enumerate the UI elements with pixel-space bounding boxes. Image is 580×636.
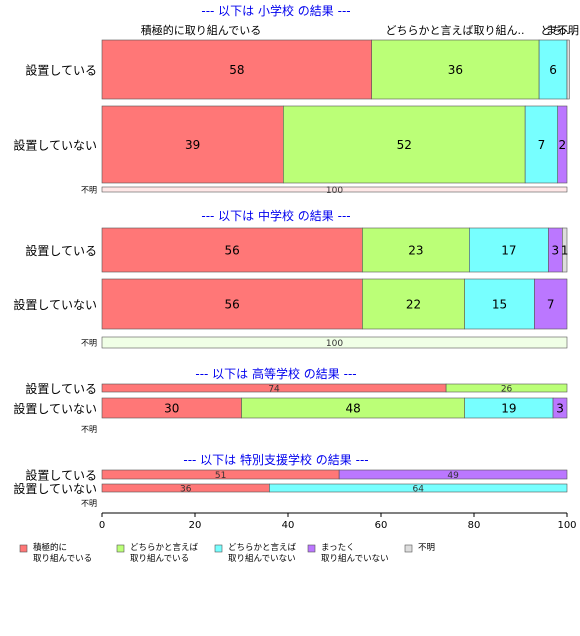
x-tick-label-0: 0 — [99, 520, 105, 531]
bar-segment-0-2-sekkyoku — [101, 186, 568, 193]
bar-segment-2-0-dochiraka_yes — [445, 383, 568, 393]
x-tick-label-1: 20 — [189, 520, 202, 531]
bar-segment-0-0-fumei — [566, 39, 570, 100]
bar-segment-1-2-dochiraka_yes — [101, 336, 568, 349]
bar-segment-1-1-mattaku — [534, 278, 568, 330]
bar-segment-1-0-dochiraka_yes — [362, 227, 470, 273]
legend-label-dochiraka_yes-0: どちらかと言えば — [130, 542, 199, 553]
legend-swatch-sekkyoku — [19, 544, 28, 553]
legend-label-mattaku-1: 取り組んでいない — [321, 553, 389, 564]
legend-swatch-fumei — [404, 544, 413, 553]
top-category-label-1: どちらかと言えば取り組ん.. — [386, 24, 525, 37]
data-label-0-0-dochiraka_yes: 36 — [448, 63, 463, 77]
data-label-2-0-dochiraka_yes: 26 — [501, 384, 513, 394]
data-label-1-0-dochiraka_yes: 23 — [408, 244, 423, 258]
top-category-label-0: 積極的に取り組んでいる — [141, 23, 261, 37]
panel-title-2: --- 以下は 高等学校 の結果 --- — [195, 366, 356, 381]
data-label-3-0-mattaku: 49 — [447, 471, 459, 481]
row-label-1-2: 不明 — [81, 339, 97, 348]
data-label-1-1-mattaku: 7 — [547, 298, 555, 312]
legend-label-dochiraka_no-0: どちらかと言えば — [228, 542, 297, 553]
data-label-0-1-dochiraka_no: 7 — [538, 138, 546, 152]
panel-title-0: --- 以下は 小学校 の結果 --- — [201, 3, 350, 18]
data-label-2-1-sekkyoku: 30 — [164, 402, 179, 416]
data-label-2-1-dochiraka_yes: 48 — [345, 402, 360, 416]
row-label-0-2: 不明 — [81, 186, 97, 195]
data-label-0-0-sekkyoku: 58 — [229, 63, 244, 77]
legend-label-mattaku-0: まったく — [321, 543, 355, 553]
row-label-2-1: 設置していない — [13, 401, 97, 416]
data-label-1-0-fumei: 1 — [561, 244, 569, 258]
legend-swatch-dochiraka_yes — [116, 544, 125, 553]
data-label-1-1-sekkyoku: 56 — [225, 298, 240, 312]
data-label-3-1-dochiraka_no: 64 — [412, 484, 424, 494]
data-label-0-1-sekkyoku: 39 — [185, 138, 200, 152]
bar-segment-0-0-sekkyoku — [101, 39, 373, 100]
bar-segment-3-1-dochiraka_no — [269, 483, 568, 493]
x-tick-label-2: 40 — [282, 520, 295, 531]
bar-segment-1-0-sekkyoku — [101, 227, 363, 273]
panel-title-1: --- 以下は 中学校 の結果 --- — [201, 208, 350, 223]
legend-label-dochiraka_no-1: 取り組んでいない — [228, 553, 296, 564]
x-tick-label-4: 80 — [468, 520, 481, 531]
row-label-2-2: 不明 — [81, 425, 97, 434]
row-label-1-0: 設置している — [25, 243, 97, 258]
panel-title-3: --- 以下は 特別支援学校 の結果 --- — [183, 452, 368, 467]
legend-label-sekkyoku-0: 積極的に — [33, 542, 67, 553]
data-label-0-0-dochiraka_no: 6 — [549, 63, 557, 77]
bar-segment-0-0-dochiraka_no — [538, 39, 568, 100]
bar-segment-1-1-dochiraka_no — [464, 278, 535, 330]
bar-segment-0-1-dochiraka_yes — [283, 105, 526, 184]
row-label-3-1: 設置していない — [13, 481, 97, 496]
top-category-label-2: どち.. — [541, 24, 570, 37]
data-label-0-1-mattaku: 2 — [559, 138, 567, 152]
row-label-3-0: 設置している — [25, 468, 97, 483]
legend-label-fumei-0: 不明 — [418, 543, 435, 553]
data-label-1-1-dochiraka_no: 15 — [492, 298, 507, 312]
row-label-1-1: 設置していない — [13, 297, 97, 312]
legend-swatch-mattaku — [307, 544, 316, 553]
data-label-0-1-dochiraka_yes: 52 — [397, 138, 412, 152]
data-label-0-2-sekkyoku: 100 — [326, 186, 343, 196]
bar-segment-0-1-sekkyoku — [101, 105, 284, 184]
bar-segment-1-1-dochiraka_yes — [362, 278, 465, 330]
data-label-1-2-dochiraka_yes: 100 — [326, 339, 343, 349]
data-label-1-1-dochiraka_yes: 22 — [406, 298, 421, 312]
data-label-1-0-dochiraka_no: 17 — [501, 244, 516, 258]
data-label-2-1-dochiraka_no: 19 — [501, 402, 516, 416]
bar-segment-3-0-mattaku — [338, 469, 568, 480]
row-label-0-0: 設置している — [25, 63, 97, 78]
row-label-0-1: 設置していない — [13, 138, 97, 153]
bar-segment-1-0-fumei — [562, 227, 568, 273]
bar-segment-1-1-sekkyoku — [101, 278, 363, 330]
data-label-2-1-mattaku: 3 — [556, 402, 564, 416]
data-label-1-0-mattaku: 3 — [552, 244, 560, 258]
data-label-3-1-sekkyoku: 36 — [180, 484, 192, 494]
x-tick-label-3: 60 — [375, 520, 388, 531]
top-category-label-4: 不明 — [557, 24, 579, 37]
data-label-3-0-sekkyoku: 51 — [215, 471, 226, 481]
legend-label-sekkyoku-1: 取り組んでいる — [33, 553, 92, 564]
bar-segment-2-1-mattaku — [552, 397, 568, 419]
x-tick-label-5: 100 — [557, 520, 576, 531]
bar-segment-0-1-dochiraka_no — [524, 105, 559, 184]
data-label-2-0-sekkyoku: 74 — [268, 384, 280, 394]
row-label-2-0: 設置している — [25, 381, 97, 396]
row-label-3-2: 不明 — [81, 499, 97, 508]
bar-segment-0-1-mattaku — [557, 105, 568, 184]
legend-swatch-dochiraka_no — [214, 544, 223, 553]
data-label-1-0-sekkyoku: 56 — [225, 244, 240, 258]
legend-label-dochiraka_yes-1: 取り組んでいる — [130, 553, 189, 564]
top-category-label-3: まっ.. — [546, 24, 575, 37]
